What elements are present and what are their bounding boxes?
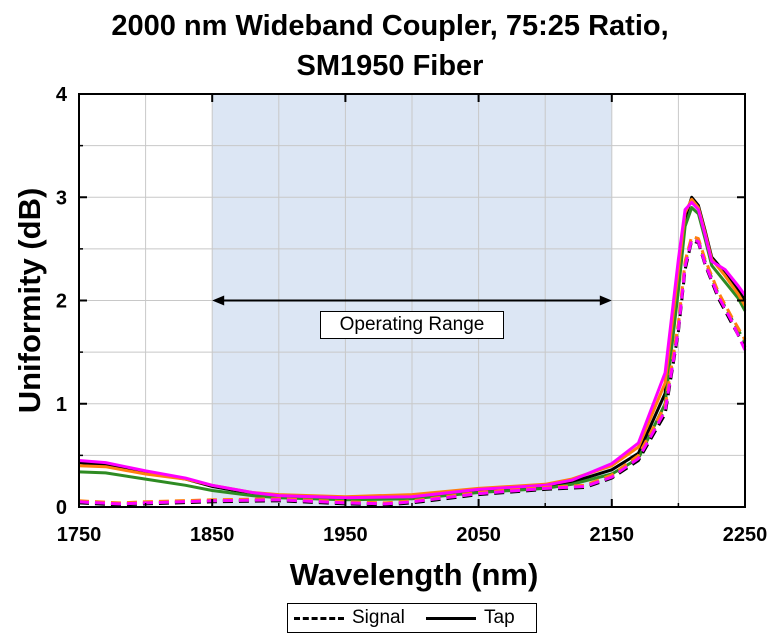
series-line-signal-7	[78, 238, 747, 506]
x-tick-label: 2250	[723, 524, 768, 546]
chart-title: 2000 nm Wideband Coupler, 75:25 Ratio, S…	[0, 6, 780, 86]
y-axis-label: Uniformity (dB)	[12, 188, 47, 414]
chart-title-line-1: 2000 nm Wideband Coupler, 75:25 Ratio,	[111, 10, 669, 42]
legend-swatch-signal	[294, 617, 344, 620]
x-tick-label: 1750	[57, 524, 102, 546]
legend-label-signal: Signal	[352, 607, 405, 628]
legend-swatch-tap	[426, 617, 476, 620]
y-tick-label: 3	[56, 187, 67, 209]
y-tick-label: 0	[56, 497, 67, 519]
y-tick-label: 4	[56, 84, 68, 106]
chart-title-line-2: SM1950 Fiber	[296, 50, 484, 82]
legend: Signal Tap	[287, 603, 537, 633]
x-tick-label: 1850	[190, 524, 235, 546]
operating-range-arrowhead-left	[212, 295, 225, 306]
operating-range-arrowhead-right	[599, 295, 612, 306]
x-tick-label: 1950	[323, 524, 368, 546]
x-axis-label: Wavelength (nm)	[290, 557, 539, 592]
x-tick-label: 2050	[456, 524, 501, 546]
legend-label-tap: Tap	[484, 607, 515, 628]
series-line-tap-3	[78, 200, 747, 500]
y-tick-label: 1	[56, 394, 67, 416]
y-tick-label: 2	[56, 291, 67, 313]
x-tick-label: 2150	[590, 524, 635, 546]
operating-range-label: Operating Range	[320, 311, 504, 339]
